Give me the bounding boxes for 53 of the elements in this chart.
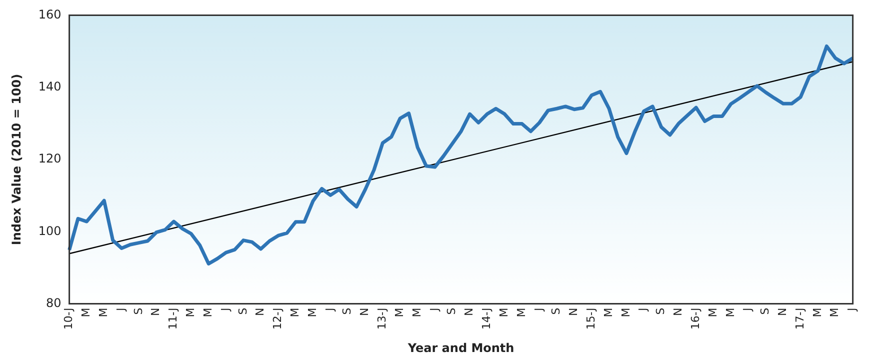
x-tick-label: J: [846, 308, 859, 312]
x-tick-label: M: [184, 308, 198, 318]
x-tick-label: M: [306, 308, 319, 318]
x-tick-label: M: [80, 308, 93, 318]
x-tick-label: 10-J: [62, 308, 76, 330]
x-tick-label: M: [288, 308, 302, 318]
x-tick-label: M: [810, 308, 824, 318]
x-tick-label: J: [636, 308, 650, 312]
x-tick-label: N: [149, 308, 162, 316]
y-tick-label: 120: [38, 152, 62, 166]
x-tick-label: J: [741, 308, 754, 312]
x-tick-label: N: [672, 308, 685, 316]
y-tick-label: 140: [38, 79, 62, 94]
x-tick-label: S: [340, 308, 354, 315]
x-tick-label: 11-J: [166, 308, 180, 330]
x-tick-label: S: [758, 308, 772, 315]
x-tick-label: 17-J: [793, 308, 806, 330]
x-tick-label: M: [724, 308, 737, 318]
x-tick-label: M: [410, 308, 424, 318]
x-tick-label: S: [550, 308, 563, 315]
x-tick-label: S: [236, 308, 250, 315]
x-tick-label: M: [497, 308, 510, 318]
y-tick-label: 160: [38, 7, 62, 22]
x-tick-label: J: [323, 308, 336, 312]
x-tick-label: S: [445, 308, 458, 315]
x-axis-title: Year and Month: [406, 340, 514, 355]
x-tick-label: M: [514, 308, 528, 318]
x-tick-label: 12-J: [271, 308, 284, 330]
x-tick-label: 13-J: [376, 308, 389, 330]
x-tick-label: S: [654, 308, 668, 315]
x-tick-label: M: [828, 308, 842, 318]
y-axis-title: Index Value (2010 = 100): [9, 74, 24, 246]
x-tick-label: M: [96, 308, 110, 318]
x-tick-label: 16-J: [688, 308, 702, 330]
x-tick-label: 15-J: [584, 308, 598, 330]
y-tick-label: 80: [46, 296, 62, 310]
x-tick-label: N: [776, 308, 790, 316]
x-tick-label: N: [358, 308, 372, 316]
x-tick-label: J: [532, 308, 546, 312]
x-tick-label: 14-J: [480, 308, 494, 330]
x-tick-label: N: [254, 308, 267, 316]
x-tick-label: S: [132, 308, 145, 315]
x-tick-label: M: [392, 308, 406, 318]
x-tick-label: M: [706, 308, 720, 318]
x-tick-label: N: [567, 308, 580, 316]
y-tick-label: 100: [38, 224, 62, 238]
x-tick-label: N: [462, 308, 476, 316]
x-tick-label: J: [114, 308, 128, 312]
x-tick-label: M: [619, 308, 632, 318]
x-tick-label: M: [201, 308, 214, 318]
x-tick-label: M: [602, 308, 615, 318]
x-tick-label: J: [218, 308, 232, 312]
x-tick-label: J: [428, 308, 441, 312]
